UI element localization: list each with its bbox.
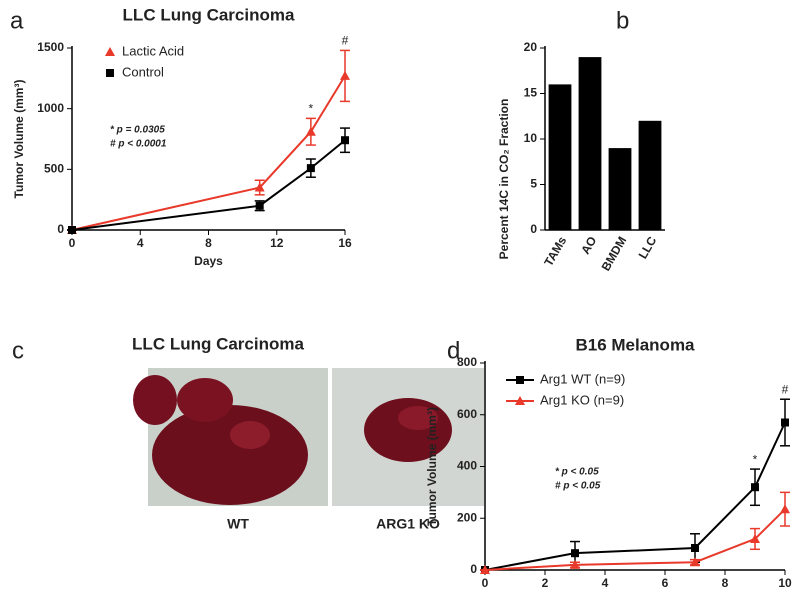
photo-wt: [133, 368, 328, 506]
annotation: #: [782, 382, 789, 396]
data-point: [305, 126, 316, 136]
data-point: [750, 533, 760, 543]
data-point: [341, 136, 349, 145]
y-tick-label: 600: [457, 407, 477, 421]
data-point: [780, 504, 790, 514]
data-point: [570, 559, 580, 569]
y-tick-label: 1500: [37, 40, 64, 54]
data-point: [480, 565, 490, 574]
legend-marker: [515, 396, 525, 405]
x-tick-label: 10: [778, 576, 792, 590]
chart-title: LLC Lung Carcinoma: [123, 5, 295, 24]
bar: [548, 84, 572, 231]
x-tick-label: 16: [338, 236, 352, 250]
x-tick-label: 8: [722, 576, 729, 590]
bar: [608, 148, 632, 230]
annotation: *: [309, 102, 314, 116]
data-point: [254, 182, 265, 192]
data-point: [691, 544, 699, 553]
x-axis-label: Days: [621, 594, 650, 596]
x-tick-label: 8: [205, 236, 212, 250]
panel-letter: d: [447, 337, 460, 364]
legend-label: Arg1 WT (n=9): [540, 371, 625, 386]
y-tick-label: 0: [57, 222, 64, 236]
note: * p < 0.05: [555, 467, 599, 478]
series-line: [71, 75, 346, 231]
legend-label: Control: [122, 64, 164, 79]
bar: [638, 120, 662, 230]
note: # p < 0.0001: [110, 139, 167, 150]
x-tick-label: BMDM: [599, 234, 630, 273]
x-tick-label: 0: [482, 576, 489, 590]
y-tick-label: 0: [530, 222, 537, 236]
panel-letter: b: [616, 7, 629, 34]
x-tick-label: 4: [137, 236, 144, 250]
x-tick-label: AO: [578, 234, 599, 257]
x-tick-label: 6: [662, 576, 669, 590]
photo-caption: WT: [227, 516, 249, 532]
x-tick-label: LLC: [636, 234, 660, 261]
legend-label: Arg1 KO (n=9): [540, 392, 624, 407]
annotation: *: [753, 452, 758, 466]
x-tick-label: 4: [602, 576, 609, 590]
data-point: [68, 226, 76, 234]
panel-letter: c: [12, 337, 24, 364]
data-point: [340, 70, 350, 80]
photo-ko: [332, 368, 484, 506]
y-tick-label: 10: [524, 131, 538, 145]
y-axis-label: Tumor Volume (mm³): [12, 80, 26, 199]
panel-letter: a: [10, 7, 24, 34]
data-point: [690, 557, 700, 567]
bar: [578, 57, 602, 230]
data-point: [255, 201, 264, 210]
legend-marker: [516, 376, 524, 384]
y-tick-label: 0: [470, 562, 477, 576]
annotation: #: [342, 34, 349, 48]
note: # p < 0.05: [555, 481, 601, 492]
legend-marker: [106, 69, 114, 77]
y-tick-label: 1000: [37, 101, 64, 115]
data-point: [751, 483, 759, 492]
y-tick-label: 15: [524, 86, 538, 100]
data-point: [571, 549, 579, 558]
x-tick-label: 12: [270, 236, 284, 250]
panel-title: LLC Lung Carcinoma: [132, 334, 304, 353]
chart-title: B16 Melanoma: [575, 335, 695, 354]
legend-label: Lactic Acid: [122, 43, 184, 58]
x-tick-label: TAMs: [541, 234, 569, 269]
note: * p = 0.0305: [110, 125, 165, 136]
y-axis-label: Percent 14C in CO₂ Fraction: [497, 99, 511, 260]
y-tick-label: 5: [530, 177, 537, 191]
x-tick-label: 0: [69, 236, 76, 250]
y-tick-label: 200: [457, 510, 477, 524]
y-tick-label: 20: [524, 40, 538, 54]
series-line: [484, 422, 786, 571]
y-tick-label: 400: [457, 459, 477, 473]
x-axis-label: Days: [194, 254, 223, 268]
y-tick-label: 800: [457, 355, 477, 369]
legend-marker: [105, 47, 115, 56]
y-axis-label: Tumor Volume (mm³): [425, 407, 439, 526]
y-tick-label: 500: [44, 162, 64, 176]
photo-caption: ARG1 KO: [376, 516, 440, 532]
series-line: [71, 139, 346, 231]
data-point: [781, 418, 789, 427]
data-point: [306, 164, 315, 173]
x-tick-label: 2: [542, 576, 549, 590]
